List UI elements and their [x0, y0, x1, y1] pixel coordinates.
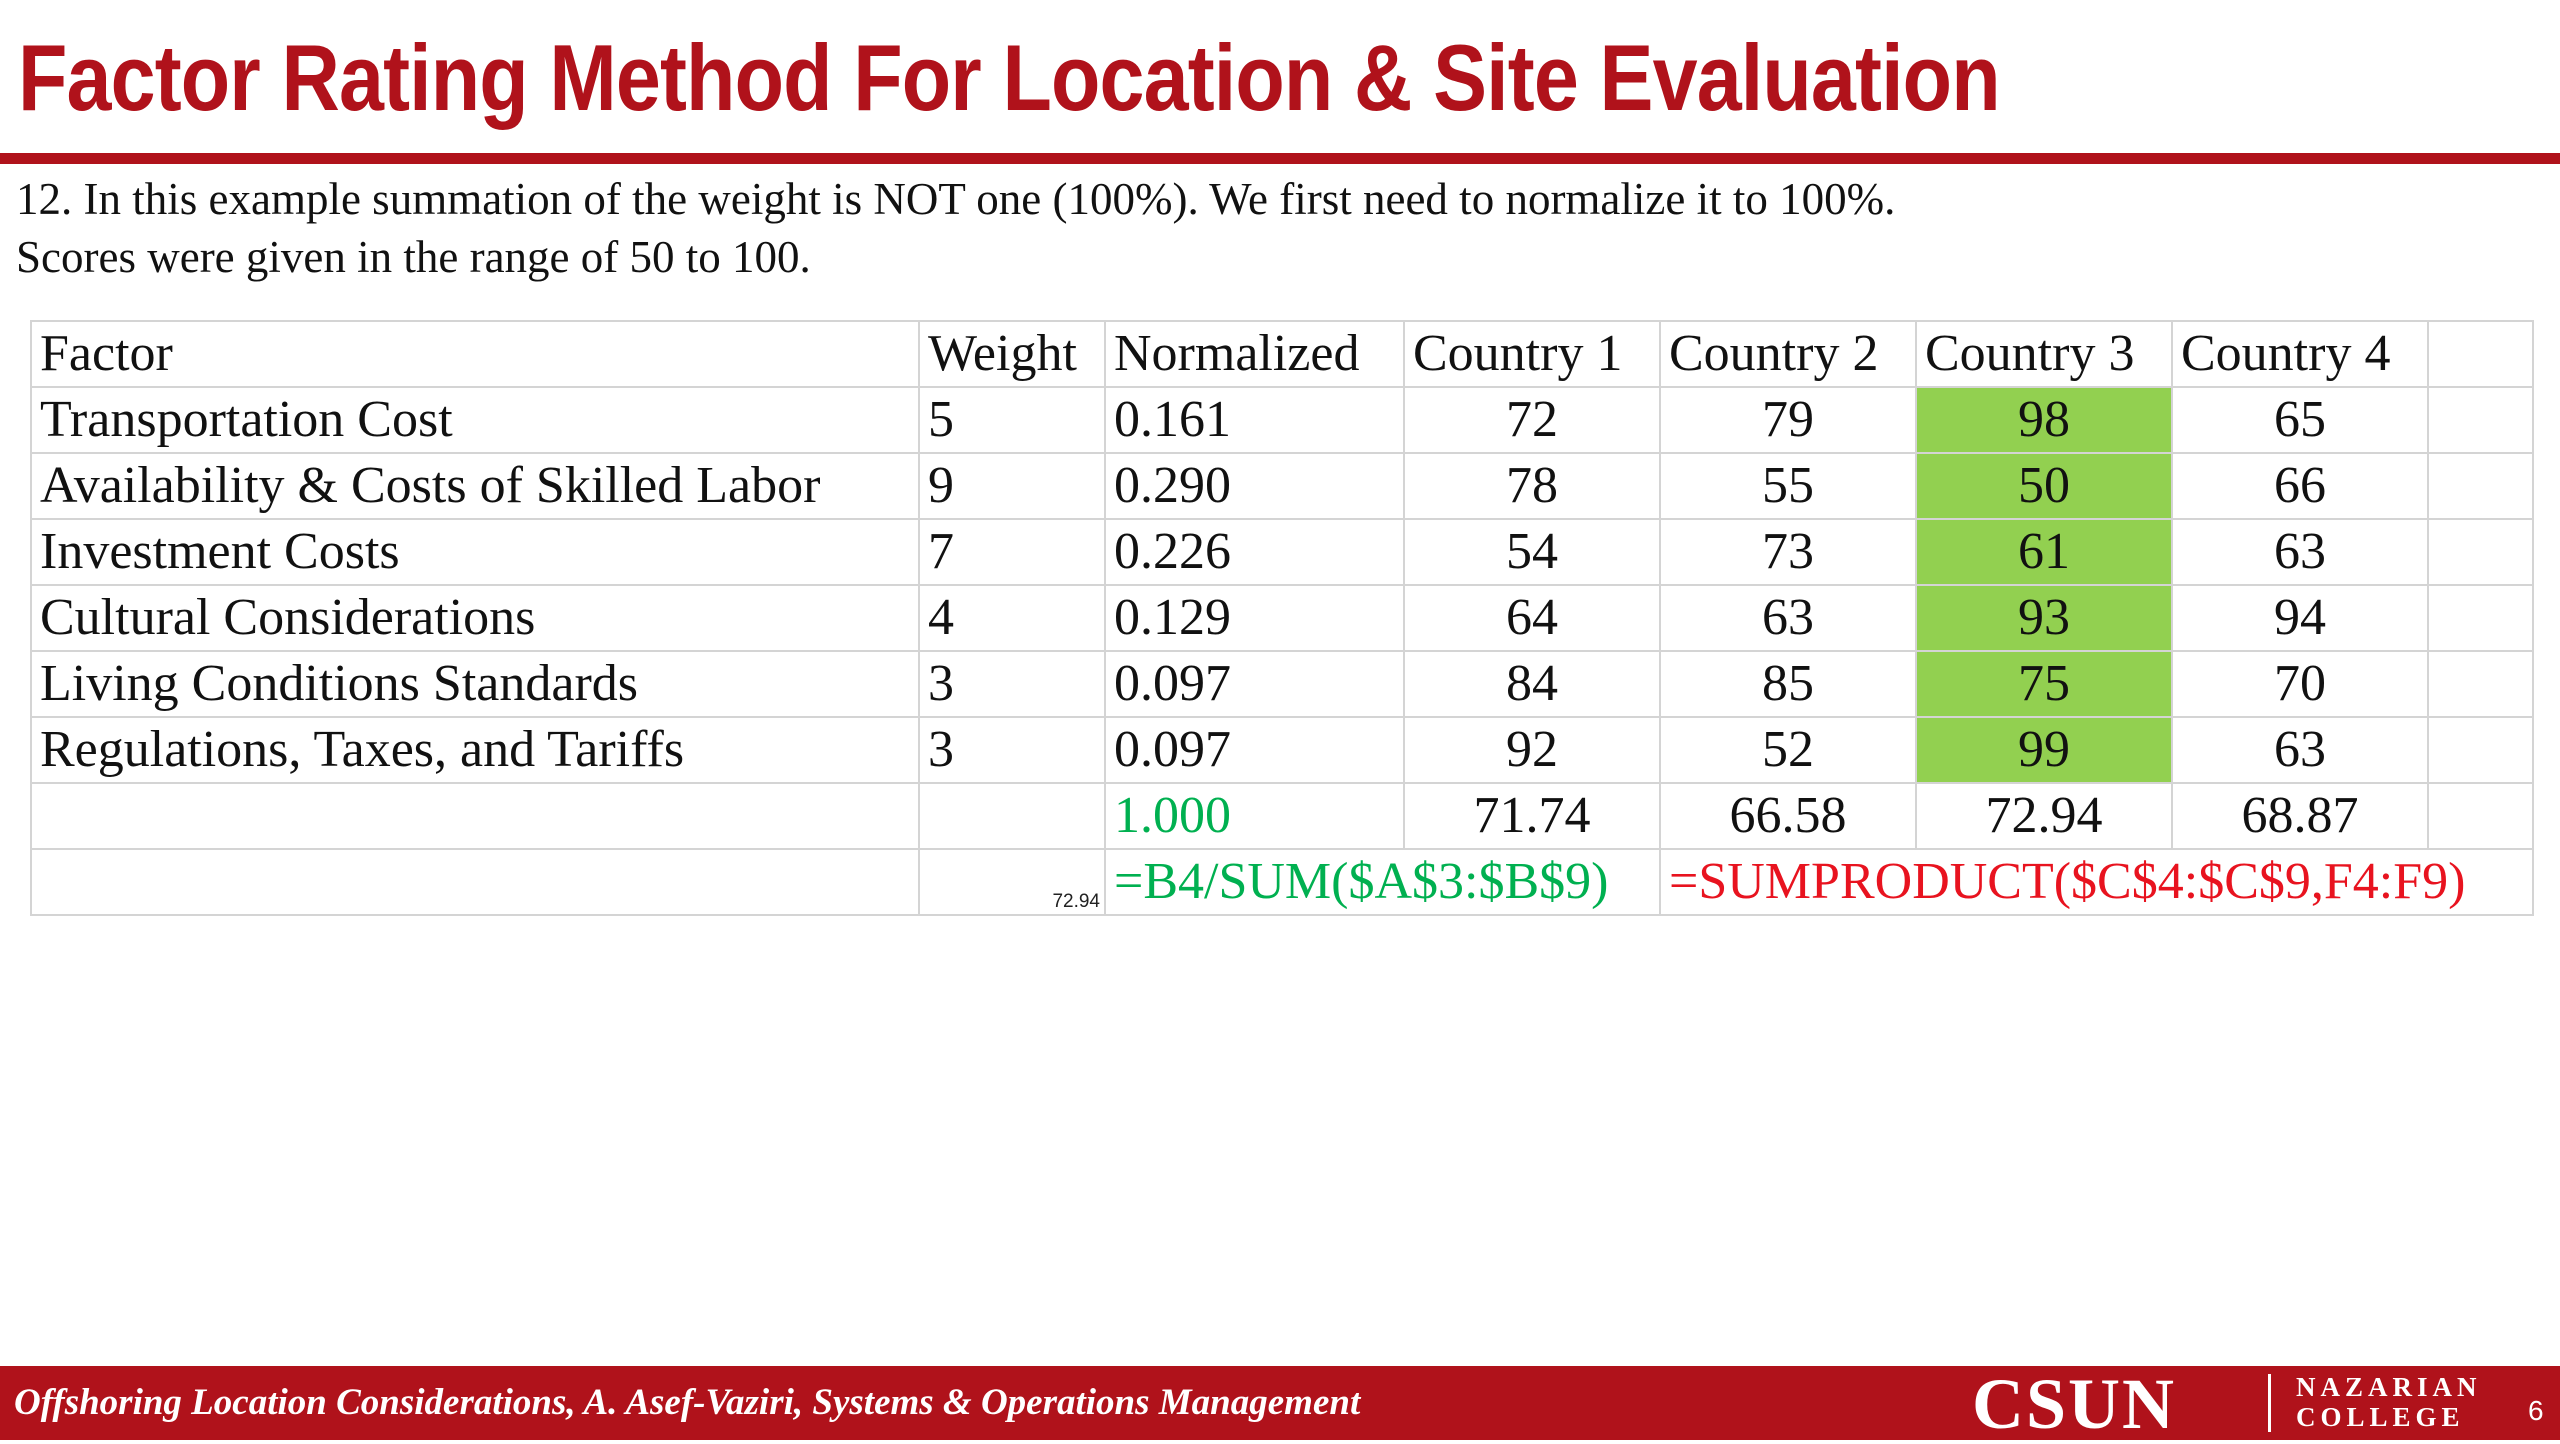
header-empty	[2427, 320, 2534, 388]
country-4-cell: 94	[2171, 584, 2429, 652]
empty-cell	[2427, 452, 2534, 520]
sumproduct-formula: =SUMPRODUCT($C$4:$C$9,F4:F9)	[1659, 848, 2534, 916]
normalized-cell: 0.161	[1104, 386, 1405, 454]
normalized-cell: 0.290	[1104, 452, 1405, 520]
country-3-cell: 99	[1915, 716, 2173, 784]
intro-text: 12. In this example summation of the wei…	[16, 170, 1895, 286]
country-2-cell: 63	[1659, 584, 1917, 652]
weight-cell: 3	[918, 650, 1106, 718]
country-1-cell: 78	[1403, 452, 1661, 520]
country-3-cell: 50	[1915, 452, 2173, 520]
intro-line-1: 12. In this example summation of the wei…	[16, 174, 1896, 224]
factor-cell: Cultural Considerations	[30, 584, 920, 652]
totals-row: 1.000 71.74 66.58 72.94 68.87	[30, 782, 2534, 850]
footer-bar: Offshoring Location Considerations, A. A…	[0, 1366, 2560, 1440]
header-weight: Weight	[918, 320, 1106, 388]
country-2-cell: 52	[1659, 716, 1917, 784]
empty-cell	[918, 782, 1106, 850]
empty-cell	[2427, 584, 2534, 652]
empty-cell	[2427, 386, 2534, 454]
header-normalized: Normalized	[1104, 320, 1405, 388]
country-3-cell: 98	[1915, 386, 2173, 454]
slide-title: Factor Rating Method For Location & Site…	[18, 25, 2001, 130]
factor-cell: Availability & Costs of Skilled Labor	[30, 452, 920, 520]
header-country-2: Country 2	[1659, 320, 1917, 388]
footer-caption: Offshoring Location Considerations, A. A…	[14, 1382, 1361, 1423]
header-factor: Factor	[30, 320, 920, 388]
country-2-cell: 85	[1659, 650, 1917, 718]
table-row: Regulations, Taxes, and Tariffs 3 0.097 …	[30, 716, 2534, 784]
table-row: Cultural Considerations 4 0.129 64 63 93…	[30, 584, 2534, 652]
country-1-cell: 72	[1403, 386, 1661, 454]
normalized-cell: 0.129	[1104, 584, 1405, 652]
country-4-cell: 70	[2171, 650, 2429, 718]
normalized-cell: 0.097	[1104, 650, 1405, 718]
empty-cell	[30, 782, 920, 850]
weight-cell: 4	[918, 584, 1106, 652]
formula-row: 72.94 =B4/SUM($A$3:$B$9) =SUMPRODUCT($C$…	[30, 848, 2534, 916]
nazarian-college-logo: NAZARIAN COLLEGE	[2296, 1372, 2482, 1432]
country-2-score: 66.58	[1659, 782, 1917, 850]
weight-cell: 5	[918, 386, 1106, 454]
empty-cell	[2427, 650, 2534, 718]
empty-cell	[2427, 782, 2534, 850]
factor-rating-table: Factor Weight Normalized Country 1 Count…	[30, 320, 2534, 916]
country-4-score: 68.87	[2171, 782, 2429, 850]
empty-cell	[30, 848, 920, 916]
country-2-cell: 73	[1659, 518, 1917, 586]
table-row: Transportation Cost 5 0.161 72 79 98 65	[30, 386, 2534, 454]
country-3-score: 72.94	[1915, 782, 2173, 850]
header-country-1: Country 1	[1403, 320, 1661, 388]
country-1-cell: 64	[1403, 584, 1661, 652]
country-2-cell: 55	[1659, 452, 1917, 520]
country-4-cell: 66	[2171, 452, 2429, 520]
factor-cell: Regulations, Taxes, and Tariffs	[30, 716, 920, 784]
table-header-row: Factor Weight Normalized Country 1 Count…	[30, 320, 2534, 388]
table-row: Availability & Costs of Skilled Labor 9 …	[30, 452, 2534, 520]
empty-cell	[2427, 518, 2534, 586]
logo-line-1: NAZARIAN	[2296, 1372, 2482, 1402]
normalize-formula: =B4/SUM($A$3:$B$9)	[1104, 848, 1661, 916]
table-row: Living Conditions Standards 3 0.097 84 8…	[30, 650, 2534, 718]
small-value-label: 72.94	[1052, 891, 1100, 912]
page-number: 6	[2528, 1395, 2544, 1426]
csun-logo: CSUN	[1972, 1364, 2177, 1444]
country-4-cell: 63	[2171, 518, 2429, 586]
country-3-cell: 93	[1915, 584, 2173, 652]
intro-line-2: Scores were given in the range of 50 to …	[16, 232, 811, 282]
normalized-total: 1.000	[1104, 782, 1405, 850]
normalized-cell: 0.226	[1104, 518, 1405, 586]
country-1-score: 71.74	[1403, 782, 1661, 850]
header-country-3: Country 3	[1915, 320, 2173, 388]
country-4-cell: 65	[2171, 386, 2429, 454]
empty-cell	[2427, 716, 2534, 784]
country-1-cell: 84	[1403, 650, 1661, 718]
country-3-cell: 75	[1915, 650, 2173, 718]
logo-line-2: COLLEGE	[2296, 1402, 2465, 1432]
table-row: Investment Costs 7 0.226 54 73 61 63	[30, 518, 2534, 586]
logo-divider	[2268, 1374, 2271, 1432]
factor-cell: Investment Costs	[30, 518, 920, 586]
country-3-cell: 61	[1915, 518, 2173, 586]
country-2-cell: 79	[1659, 386, 1917, 454]
factor-cell: Living Conditions Standards	[30, 650, 920, 718]
factor-cell: Transportation Cost	[30, 386, 920, 454]
header-country-4: Country 4	[2171, 320, 2429, 388]
country-4-cell: 63	[2171, 716, 2429, 784]
title-divider	[0, 153, 2560, 164]
normalized-cell: 0.097	[1104, 716, 1405, 784]
country-1-cell: 92	[1403, 716, 1661, 784]
weight-cell: 3	[918, 716, 1106, 784]
weight-cell: 7	[918, 518, 1106, 586]
country-1-cell: 54	[1403, 518, 1661, 586]
weight-cell: 9	[918, 452, 1106, 520]
small-value-cell: 72.94	[918, 848, 1106, 916]
